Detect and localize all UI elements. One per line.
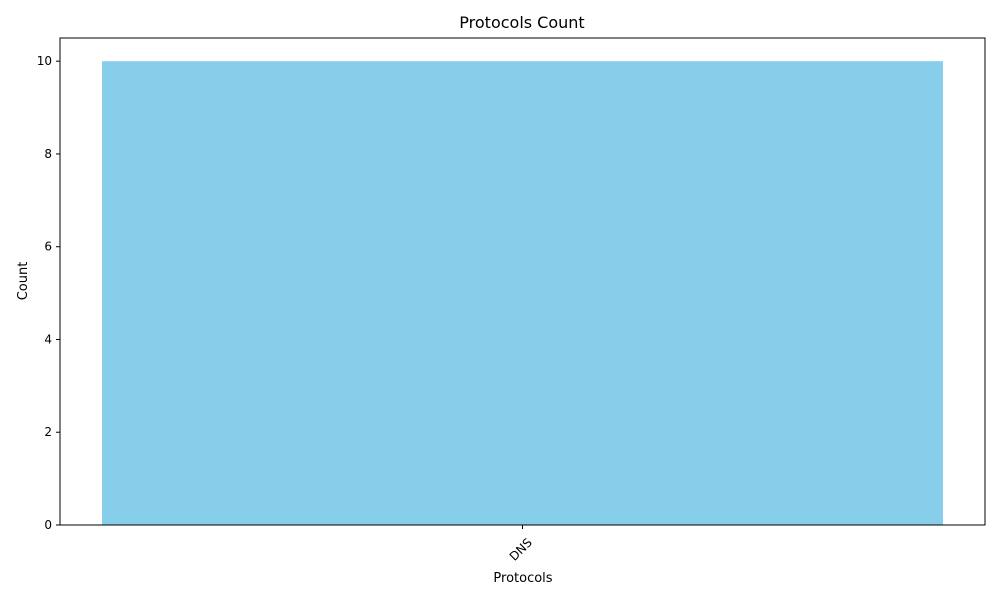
y-tick-label: 2: [44, 425, 52, 439]
y-tick-label: 0: [44, 518, 52, 532]
y-tick-label: 10: [37, 54, 52, 68]
y-tick-label: 6: [44, 240, 52, 254]
bars-group: [102, 61, 943, 525]
y-axis-ticks: 0 2 4 6 8 10: [37, 54, 60, 532]
plot-frame: [59, 37, 986, 526]
chart-title: Protocols Count: [459, 13, 584, 32]
x-axis-label: Protocols: [493, 571, 552, 586]
x-tick-label: DNS: [507, 535, 535, 563]
y-axis-label: Count: [16, 262, 31, 301]
y-tick-label: 8: [44, 147, 52, 161]
bar-dns: [102, 61, 943, 525]
x-axis-ticks: DNS: [507, 525, 535, 564]
y-tick-label: 4: [44, 332, 52, 346]
